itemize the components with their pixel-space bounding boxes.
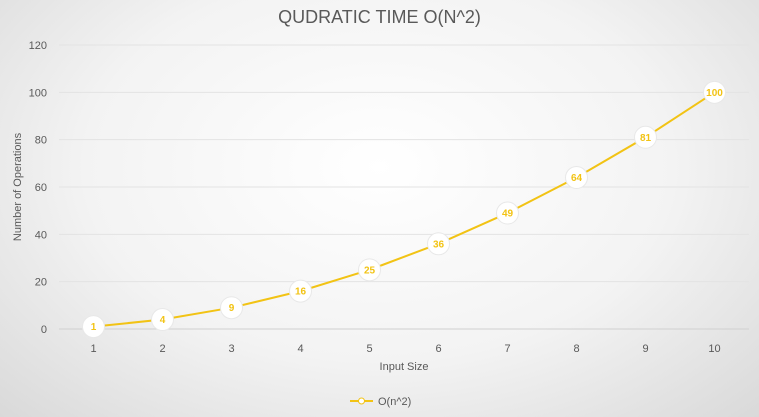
- data-label: 25: [364, 265, 376, 276]
- x-axis-title: Input Size: [380, 361, 429, 373]
- x-tick-label: 7: [504, 343, 510, 355]
- data-point: [496, 201, 519, 225]
- data-point: [358, 258, 381, 282]
- data-label: 36: [433, 239, 445, 250]
- x-tick-label: 10: [708, 343, 720, 355]
- chart-title: QUDRATIC TIME O(N^2): [278, 7, 481, 27]
- data-label: 1: [91, 322, 97, 333]
- x-tick-label: 1: [90, 343, 96, 355]
- y-tick-label: 120: [29, 40, 47, 52]
- y-tick-label: 40: [35, 229, 47, 241]
- y-tick-label: 60: [35, 182, 47, 194]
- y-tick-label: 20: [35, 277, 47, 289]
- data-point: [289, 279, 312, 303]
- data-label: 49: [502, 209, 514, 220]
- x-tick-label: 8: [573, 343, 579, 355]
- data-point: [634, 125, 657, 149]
- data-point: [427, 232, 450, 256]
- y-axis-ticks: 0 20 40 60 80 100 120: [29, 40, 47, 336]
- data-label: 81: [640, 133, 652, 144]
- series-line: [93, 91, 716, 328]
- legend-label: O(n^2): [378, 396, 411, 408]
- y-tick-label: 100: [29, 87, 47, 99]
- x-axis-ticks: 1 2 3 4 5 6 7 8 9 10: [90, 343, 720, 355]
- data-point: [565, 166, 588, 190]
- data-point: [151, 308, 174, 332]
- x-tick-label: 4: [297, 343, 303, 355]
- x-tick-label: 2: [159, 343, 165, 355]
- data-label: 9: [229, 303, 235, 314]
- legend: O(n^2): [350, 396, 411, 408]
- data-label: 100: [706, 88, 723, 99]
- data-label: 4: [160, 315, 166, 326]
- x-tick-label: 6: [435, 343, 441, 355]
- x-tick-label: 3: [228, 343, 234, 355]
- data-point: [82, 315, 105, 339]
- y-tick-label: 0: [41, 324, 47, 336]
- data-point: [703, 80, 726, 104]
- x-tick-label: 5: [366, 343, 372, 355]
- y-axis-title: Number of Operations: [12, 132, 24, 241]
- data-label: 64: [571, 173, 583, 184]
- y-tick-label: 80: [35, 135, 47, 147]
- data-label: 16: [295, 287, 307, 298]
- x-tick-label: 9: [642, 343, 648, 355]
- gridlines: [59, 44, 749, 330]
- data-point: [220, 296, 243, 320]
- legend-marker: [358, 397, 365, 405]
